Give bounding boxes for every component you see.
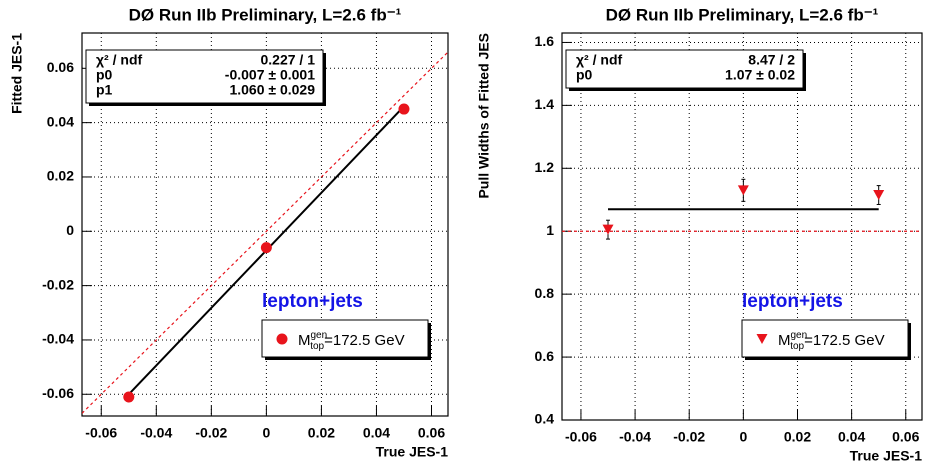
legend-box — [261, 319, 429, 358]
stats-value: -0.007 ± 0.001 — [225, 67, 315, 83]
stats-name: χ² / ndf — [576, 52, 622, 68]
stats-value: 1.07 ± 0.02 — [725, 67, 795, 83]
legend-label: Mgen top=172.5 GeV — [298, 330, 405, 352]
data-point — [873, 190, 885, 201]
legend-marker — [756, 334, 768, 344]
y-axis-label: Pull Widths of Fitted JES — [476, 33, 492, 199]
plot-frame — [81, 32, 449, 417]
x-axis-label: True JES-1 — [376, 444, 449, 460]
y-tick-label: 1.6 — [535, 33, 555, 49]
data-point — [123, 391, 135, 403]
stats-name: p0 — [96, 67, 113, 83]
legend-sub: top — [790, 341, 804, 352]
y-axis-label: Fitted JES-1 — [9, 33, 25, 114]
legend-label: Mgen top=172.5 GeV — [778, 330, 885, 352]
stats-value: 8.47 / 2 — [748, 52, 795, 68]
plot-frame — [561, 32, 923, 421]
stats-value: 1.060 ± 0.029 — [229, 82, 315, 98]
x-tick-label: -0.02 — [195, 425, 227, 441]
stats-value: 0.227 / 1 — [261, 52, 316, 68]
x-tick-label: 0.02 — [308, 425, 335, 441]
y-tick-label: 1.4 — [535, 96, 555, 112]
x-tick-label: -0.06 — [565, 429, 597, 445]
legend-sup: gen — [791, 330, 808, 341]
legend-sup: gen — [311, 330, 328, 341]
x-tick-label: -0.02 — [673, 429, 705, 445]
x-tick-label: -0.06 — [85, 425, 117, 441]
legend-sub: top — [310, 341, 324, 352]
y-tick-label: 0.02 — [47, 168, 74, 184]
reference-line — [82, 51, 448, 414]
y-tick-label: 0 — [66, 222, 74, 238]
y-tick-label: 0.6 — [535, 348, 555, 364]
panel: DØ Run IIb Preliminary, L=2.6 fb⁻¹ -0.06 -… — [476, 5, 923, 464]
chart-title: DØ Run IIb Preliminary, L=2.6 fb⁻¹ — [129, 5, 402, 24]
annotation: lepton+jets — [742, 291, 843, 312]
x-axis-label: True JES-1 — [850, 448, 923, 464]
legend-marker — [276, 333, 288, 345]
y-tick-label: -0.02 — [42, 276, 74, 292]
stats-name: p1 — [96, 82, 113, 98]
y-tick-label: -0.06 — [42, 385, 74, 401]
x-tick-label: 0 — [262, 425, 270, 441]
data-point — [602, 224, 614, 235]
y-tick-label: 0.04 — [47, 113, 74, 129]
x-tick-label: -0.04 — [140, 425, 172, 441]
y-tick-label: 0.4 — [535, 411, 555, 427]
x-tick-label: -0.04 — [619, 429, 651, 445]
legend-rest: =172.5 GeV — [804, 332, 884, 349]
y-tick-label: 1.2 — [535, 159, 555, 175]
stats-name: χ² / ndf — [96, 52, 142, 68]
x-tick-label: 0 — [739, 429, 747, 445]
legend-base: M — [298, 332, 311, 349]
stats-box — [85, 49, 324, 104]
x-tick-label: 0.02 — [784, 429, 811, 445]
legend-base: M — [778, 332, 791, 349]
stats-name: p0 — [576, 67, 593, 83]
y-tick-label: -0.04 — [42, 331, 74, 347]
x-tick-label: 0.04 — [838, 429, 865, 445]
legend-box — [741, 319, 909, 358]
stats-box — [565, 49, 804, 89]
data-point — [737, 185, 749, 196]
chart-title: DØ Run IIb Preliminary, L=2.6 fb⁻¹ — [606, 5, 879, 24]
annotation: lepton+jets — [262, 291, 363, 312]
x-tick-label: 0.06 — [892, 429, 919, 445]
data-point — [398, 103, 410, 115]
y-tick-label: 1 — [546, 222, 554, 238]
data-point — [260, 242, 272, 254]
panel: DØ Run IIb Preliminary, L=2.6 fb⁻¹ -0.06 -… — [9, 5, 449, 460]
legend-rest: =172.5 GeV — [324, 332, 404, 349]
x-tick-label: 0.04 — [363, 425, 390, 441]
y-tick-label: 0.06 — [47, 59, 74, 75]
y-tick-label: 0.8 — [535, 285, 555, 301]
x-tick-label: 0.06 — [418, 425, 445, 441]
